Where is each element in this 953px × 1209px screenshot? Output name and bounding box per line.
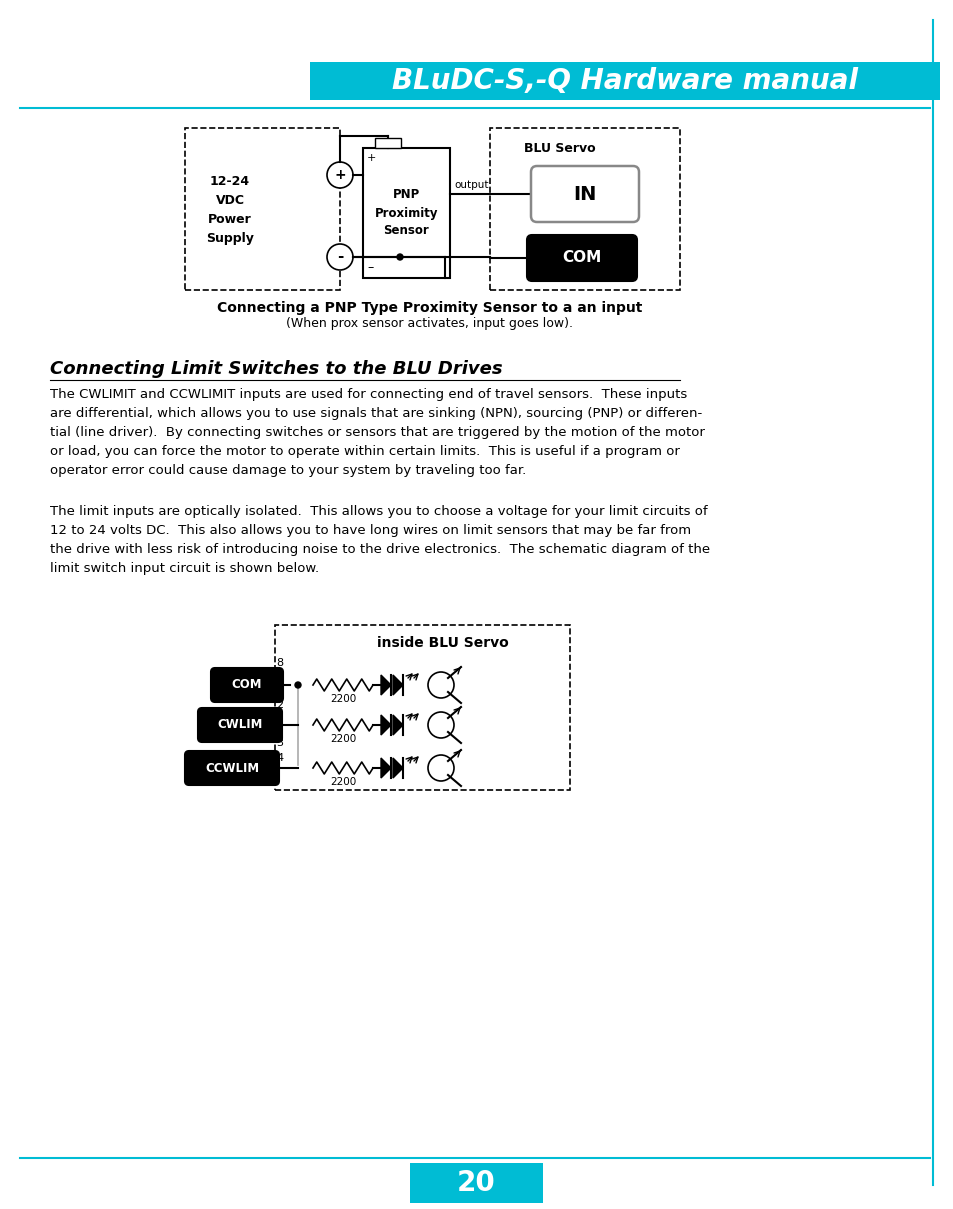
Text: +: + xyxy=(367,154,376,163)
Circle shape xyxy=(428,754,454,781)
Text: 2200: 2200 xyxy=(330,734,355,744)
Bar xyxy=(274,625,569,789)
Circle shape xyxy=(327,244,353,270)
Text: 12-24
VDC
Power
Supply: 12-24 VDC Power Supply xyxy=(206,175,253,245)
Text: (When prox sensor activates, input goes low).: (When prox sensor activates, input goes … xyxy=(286,317,573,330)
FancyBboxPatch shape xyxy=(531,166,639,222)
Circle shape xyxy=(294,682,301,688)
FancyBboxPatch shape xyxy=(211,669,283,702)
Bar xyxy=(310,62,939,100)
Text: CCWLIM: CCWLIM xyxy=(205,762,259,775)
Polygon shape xyxy=(380,715,391,735)
Text: CWLIM: CWLIM xyxy=(217,718,262,731)
Circle shape xyxy=(396,254,402,260)
Bar xyxy=(375,138,400,147)
Text: BLuDC-S,-Q Hardware manual: BLuDC-S,-Q Hardware manual xyxy=(392,66,857,96)
Bar xyxy=(363,147,450,278)
Polygon shape xyxy=(380,758,391,779)
Text: are differential, which allows you to use signals that are sinking (NPN), sourci: are differential, which allows you to us… xyxy=(50,407,701,420)
Text: output: output xyxy=(454,180,488,190)
Bar xyxy=(410,1163,542,1203)
FancyBboxPatch shape xyxy=(526,235,637,280)
Text: 12 to 24 volts DC.  This also allows you to have long wires on limit sensors tha: 12 to 24 volts DC. This also allows you … xyxy=(50,523,690,537)
Text: 8: 8 xyxy=(276,658,283,669)
Text: 2200: 2200 xyxy=(330,694,355,704)
Text: The CWLIMIT and CCWLIMIT inputs are used for connecting end of travel sensors.  : The CWLIMIT and CCWLIMIT inputs are used… xyxy=(50,388,686,401)
Text: +: + xyxy=(334,168,345,183)
Text: limit switch input circuit is shown below.: limit switch input circuit is shown belo… xyxy=(50,562,319,575)
Text: -: - xyxy=(336,249,343,265)
Text: IN: IN xyxy=(573,185,596,203)
Circle shape xyxy=(428,712,454,737)
FancyBboxPatch shape xyxy=(185,751,278,785)
Text: COM: COM xyxy=(232,678,262,692)
Text: PNP
Proximity
Sensor: PNP Proximity Sensor xyxy=(375,189,437,237)
Bar xyxy=(185,128,339,290)
Text: inside BLU Servo: inside BLU Servo xyxy=(376,636,508,650)
Polygon shape xyxy=(380,675,391,695)
Bar xyxy=(490,128,679,290)
Text: BLU Servo: BLU Servo xyxy=(523,141,596,155)
Text: the drive with less risk of introducing noise to the drive electronics.  The sch: the drive with less risk of introducing … xyxy=(50,543,709,556)
Text: or load, you can force the motor to operate within certain limits.  This is usef: or load, you can force the motor to oper… xyxy=(50,445,679,458)
Polygon shape xyxy=(393,715,402,735)
Text: 4: 4 xyxy=(276,753,283,763)
Text: tial (line driver).  By connecting switches or sensors that are triggered by the: tial (line driver). By connecting switch… xyxy=(50,426,704,439)
Text: Connecting Limit Switches to the BLU Drives: Connecting Limit Switches to the BLU Dri… xyxy=(50,360,502,378)
Polygon shape xyxy=(393,675,402,695)
Circle shape xyxy=(428,672,454,698)
Text: operator error could cause damage to your system by traveling too far.: operator error could cause damage to you… xyxy=(50,464,526,478)
Text: 2200: 2200 xyxy=(330,777,355,787)
Text: COM: COM xyxy=(561,250,601,266)
Polygon shape xyxy=(393,758,402,779)
Text: 3: 3 xyxy=(276,737,283,748)
Text: The limit inputs are optically isolated.  This allows you to choose a voltage fo: The limit inputs are optically isolated.… xyxy=(50,505,707,517)
Text: –: – xyxy=(367,261,373,274)
FancyBboxPatch shape xyxy=(198,708,282,742)
Text: 20: 20 xyxy=(456,1169,496,1197)
Circle shape xyxy=(327,162,353,189)
Text: Connecting a PNP Type Proximity Sensor to a an input: Connecting a PNP Type Proximity Sensor t… xyxy=(217,301,642,316)
Text: 2: 2 xyxy=(276,700,283,710)
